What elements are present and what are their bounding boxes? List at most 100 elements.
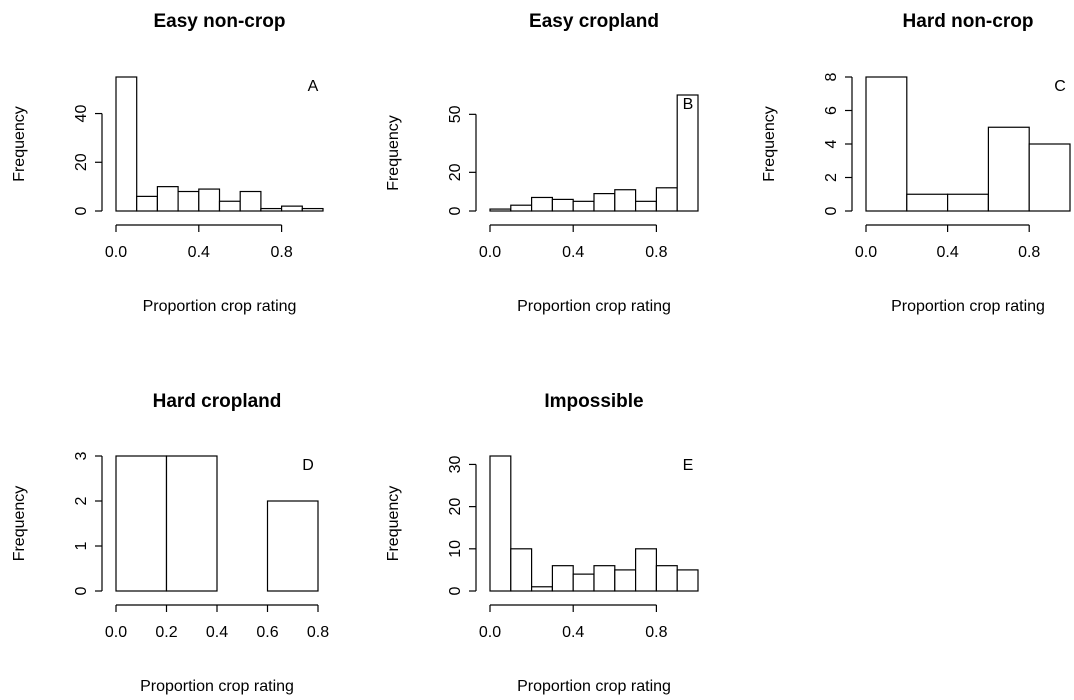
panel-title: Impossible — [544, 391, 643, 412]
y-tick-label: 1 — [73, 541, 90, 550]
x-axis-label: Proportion crop rating — [140, 678, 294, 695]
histogram-bar — [572, 573, 595, 592]
histogram-bar — [115, 455, 168, 592]
histogram-bar — [987, 126, 1030, 212]
histogram-bar — [530, 586, 553, 592]
y-axis-label: Frequency — [385, 486, 402, 562]
histogram-bar — [510, 204, 533, 212]
histogram-bar — [676, 569, 699, 592]
x-tick-label: 0.4 — [562, 624, 584, 641]
panel: Impossible 0.0 0.4 0.8 Proportion crop ratin… — [385, 391, 699, 695]
panel: Easy non-crop 0.0 0.4 0.8 Proportion crop ra… — [11, 11, 324, 315]
y-tick-label: 0 — [823, 206, 840, 215]
panel-annotation: A — [308, 78, 319, 95]
panel-annotation: C — [1054, 78, 1066, 95]
x-axis-label: Proportion crop rating — [891, 298, 1045, 315]
histogram-bar — [510, 548, 533, 592]
histogram-bar — [551, 198, 574, 212]
x-axis-label: Proportion crop rating — [517, 298, 671, 315]
x-axis-label: Proportion crop rating — [517, 678, 671, 695]
histogram-bar — [593, 193, 616, 212]
histogram-bar — [281, 205, 303, 212]
y-tick-label: 40 — [73, 105, 90, 123]
y-tick-label: 30 — [447, 455, 464, 473]
x-tick-label: 0.8 — [307, 624, 329, 641]
y-tick-label: 20 — [73, 153, 90, 171]
histogram-bar — [218, 200, 241, 212]
panel-title: Easy non-crop — [154, 11, 286, 32]
panel-title: Hard cropland — [153, 391, 282, 412]
histogram-bar — [156, 186, 179, 212]
histogram-bar — [489, 455, 512, 592]
y-axis-label: Frequency — [11, 106, 28, 182]
histogram-bar — [634, 548, 657, 592]
histogram-bar — [906, 193, 949, 212]
y-tick-label: 10 — [447, 540, 464, 558]
panel-annotation: B — [683, 96, 694, 113]
y-tick-label: 0 — [73, 586, 90, 595]
x-tick-label: 0.0 — [479, 244, 501, 261]
y-axis-label: Frequency — [11, 486, 28, 562]
y-tick-label: 0 — [447, 586, 464, 595]
x-axis-label: Proportion crop rating — [143, 298, 297, 315]
panel: Hard cropland 0.0 0.2 0.4 0.6 0.8 Proportion c… — [11, 391, 329, 695]
panel-annotation: E — [683, 457, 694, 474]
x-tick-label: 0.4 — [936, 244, 958, 261]
x-tick-label: 0.0 — [855, 244, 877, 261]
x-tick-label: 0.8 — [645, 624, 667, 641]
x-tick-label: 0.6 — [256, 624, 278, 641]
panel-title: Easy cropland — [529, 11, 659, 32]
y-tick-label: 2 — [73, 496, 90, 505]
x-tick-label: 0.8 — [1018, 244, 1040, 261]
histogram-bar — [634, 200, 657, 212]
y-tick-label: 4 — [823, 139, 840, 148]
y-tick-label: 50 — [447, 105, 464, 123]
x-tick-label: 0.4 — [562, 244, 584, 261]
histogram-bar — [266, 500, 319, 592]
y-tick-label: 2 — [823, 173, 840, 182]
y-tick-label: 6 — [823, 106, 840, 115]
x-tick-label: 0.0 — [105, 244, 127, 261]
histogram-bar — [136, 195, 158, 212]
histogram-bar — [655, 565, 678, 592]
histogram-bar — [530, 196, 553, 212]
histogram-bar — [301, 207, 324, 212]
y-axis-label: Frequency — [385, 115, 402, 191]
histogram-bar — [946, 193, 989, 212]
y-tick-label: 0 — [447, 206, 464, 215]
x-tick-label: 0.8 — [270, 244, 292, 261]
panel-annotation: D — [302, 457, 314, 474]
y-tick-label: 20 — [447, 163, 464, 181]
x-tick-label: 0.4 — [206, 624, 228, 641]
histogram-bar — [614, 569, 637, 592]
histogram-bar — [239, 190, 262, 212]
y-tick-label: 3 — [73, 451, 90, 460]
histogram-bar — [177, 190, 200, 212]
histogram-bar — [593, 565, 616, 592]
y-tick-label: 8 — [823, 72, 840, 81]
y-tick-label: 20 — [447, 498, 464, 516]
histogram-bar — [865, 76, 908, 212]
y-tick-label: 0 — [73, 206, 90, 215]
histogram-bar — [165, 455, 218, 592]
x-tick-label: 0.0 — [105, 624, 127, 641]
panel: Hard non-crop 0.0 0.4 0.8 Proportion crop ra… — [761, 11, 1071, 315]
histogram-bar — [115, 76, 138, 212]
histogram-bar — [614, 189, 637, 212]
histogram-bar — [551, 565, 574, 592]
histogram-bar — [655, 187, 678, 212]
histogram-bar — [198, 188, 221, 212]
x-tick-label: 0.2 — [155, 624, 177, 641]
x-tick-label: 0.4 — [188, 244, 210, 261]
histogram-bar — [676, 94, 699, 212]
histogram-bar — [260, 207, 283, 212]
histogram-bar — [572, 200, 595, 212]
x-tick-label: 0.8 — [645, 244, 667, 261]
x-tick-label: 0.0 — [479, 624, 501, 641]
panel: Easy cropland 0.0 0.4 0.8 Proportion crop ra… — [385, 11, 699, 315]
panel-title: Hard non-crop — [903, 11, 1034, 32]
histogram-bar — [1028, 143, 1071, 212]
histogram-bar — [489, 208, 512, 212]
y-axis-label: Frequency — [761, 106, 778, 182]
